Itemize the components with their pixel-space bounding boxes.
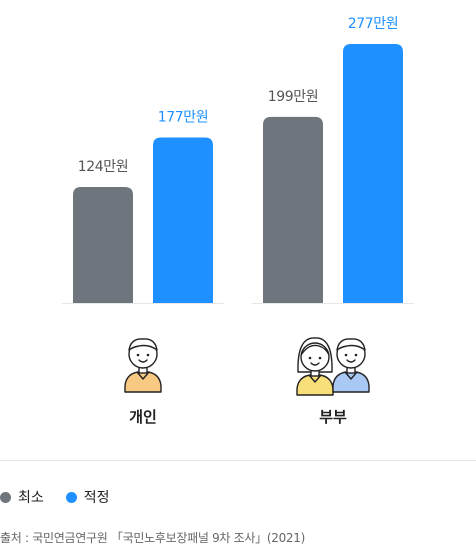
data-label-minimum-0: 124만원 (78, 159, 128, 175)
legend-dot-minimum (0, 491, 11, 503)
bar-adequate-0 (153, 137, 213, 303)
legend-dot-adequate (65, 491, 77, 503)
person-icon (124, 338, 162, 393)
data-label-adequate-1: 277만원 (348, 16, 398, 32)
divider (0, 460, 476, 461)
bar-minimum-0 (73, 187, 133, 303)
category-label-1: 부부 (319, 408, 347, 426)
bar-adequate-1 (343, 44, 403, 303)
legend: 최소 적정 (0, 487, 132, 507)
category-label-0: 개인 (129, 408, 157, 426)
legend-label-minimum: 최소 (18, 490, 44, 506)
legend-item-adequate: 적정 (65, 487, 110, 507)
legend-item-minimum: 최소 (0, 487, 44, 507)
couple-icon (296, 337, 370, 396)
data-label-adequate-0: 177만원 (158, 110, 208, 126)
source-note: 출처 : 국민연금연구원 「국민노후보장패널 9차 조사」(2021) (0, 531, 305, 545)
bar-minimum-1 (263, 116, 323, 303)
legend-label-adequate: 적정 (83, 490, 110, 506)
data-label-minimum-1: 199만원 (268, 89, 318, 105)
